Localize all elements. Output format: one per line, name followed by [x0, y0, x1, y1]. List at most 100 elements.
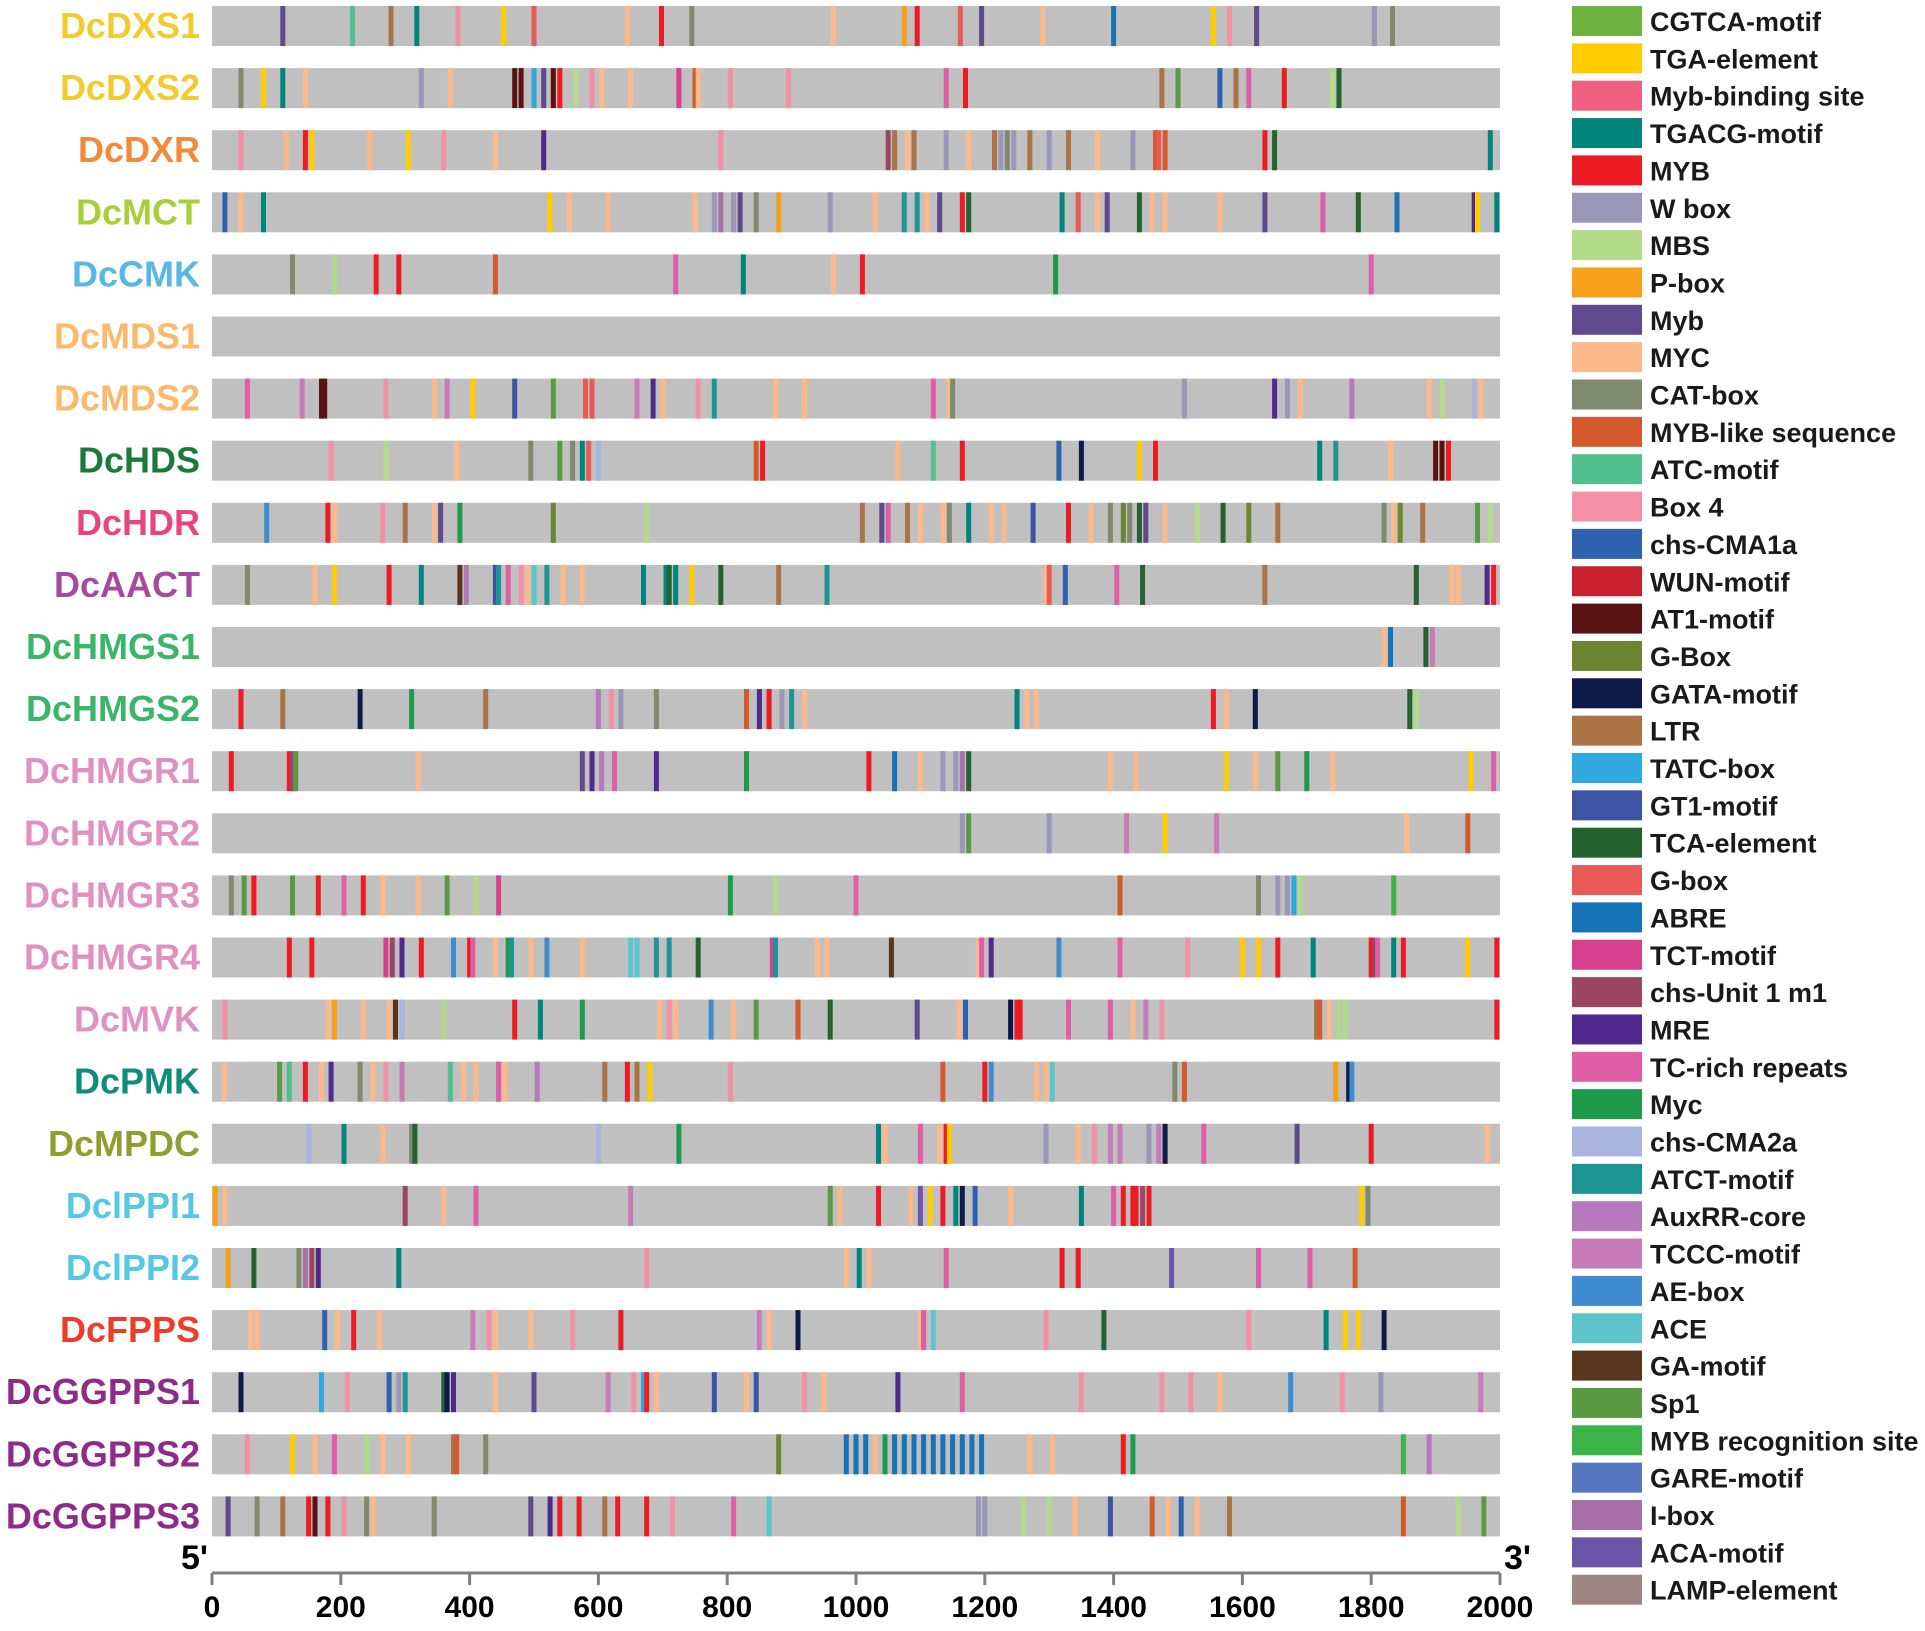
legend-label: CAT-box	[1650, 381, 1759, 411]
cis-element-mark: ABRE	[930, 1434, 936, 1475]
gene-label: DcDXS1	[60, 5, 200, 46]
cis-element-mark: CAT-box	[1390, 6, 1395, 46]
cis-element-mark: Myb	[1254, 6, 1260, 46]
cis-element-mark: chs-Unit 1 m1	[885, 130, 891, 171]
cis-element-mark: MYC	[837, 1185, 843, 1226]
cis-element-mark: MYB	[1446, 440, 1451, 481]
cis-element-mark: W box	[1275, 875, 1281, 916]
cis-element-mark: MYC	[367, 130, 373, 171]
cis-element-mark: AE-box	[544, 937, 550, 978]
cis-element-mark: MYB	[302, 130, 308, 171]
cis-element-mark: MYC	[473, 1061, 479, 1102]
cis-element-mark: ATCT-motif	[496, 564, 502, 605]
cis-element-mark: chs-Unit 1 m1	[389, 937, 395, 978]
cis-element-mark: TCA-element	[666, 564, 672, 605]
cis-element-mark: Box 4	[631, 1372, 637, 1413]
cis-element-mark: ABRE	[843, 1434, 849, 1475]
cis-element-mark: MYC	[966, 130, 972, 171]
cis-element-mark: MYB	[1368, 1123, 1374, 1164]
gene-label: DcDXS2	[60, 67, 200, 108]
cis-element-mark: G-box	[957, 6, 963, 46]
legend-swatch	[1572, 715, 1642, 746]
cis-element-mark: TGACG-motif	[953, 1185, 959, 1226]
cis-element-mark: TC-rich repeats	[1307, 1248, 1313, 1288]
cis-element-mark: MYC	[1217, 1372, 1223, 1413]
gene-promoter-bar	[212, 1496, 1500, 1537]
cis-element-mark: MYC	[660, 378, 666, 419]
legend-label: P-box	[1650, 268, 1725, 298]
gene-row: DcPMKMYCSp1ATC-motifMYBMYCMRECAT-boxMYCB…	[74, 1061, 1500, 1102]
cis-element-mark: chs-Unit 1 m1	[1371, 937, 1377, 978]
cis-element-mark: Myb	[541, 68, 547, 109]
cis-element-mark: ACE	[930, 1310, 936, 1351]
cis-element-mark: ABRE	[979, 1434, 985, 1475]
cis-element-mark: MYB	[309, 937, 315, 978]
gene-row: DcMDS1	[54, 316, 1500, 357]
cis-element-mark: MBS	[1455, 1496, 1461, 1537]
legend-item: G-Box	[1572, 640, 1731, 672]
cis-element-mark: chs-CMA1a	[1062, 564, 1068, 605]
cis-element-mark: MYC	[380, 875, 386, 916]
cis-element-mark: MYC	[1133, 751, 1139, 792]
cis-element-mark: MYC	[1162, 502, 1168, 543]
cis-element-mark: W box	[998, 130, 1004, 171]
cis-element-mark: CAT-box	[1107, 502, 1113, 543]
cis-element-mark: CAT-box	[483, 1434, 489, 1475]
cis-element-mark: MYC	[872, 1434, 878, 1475]
cis-element-mark: MYC	[415, 875, 421, 916]
gene-row: DcMCTchs-CMA1aMYCTGACG-motifTGA-elementM…	[76, 191, 1500, 233]
cis-element-mark: MYC	[1033, 1061, 1039, 1102]
cis-element-mark: MRE	[399, 937, 405, 978]
x-tick-label: 800	[702, 1591, 752, 1624]
cis-element-mark: MYC	[895, 440, 901, 481]
gene-promoter-bar	[212, 68, 1500, 109]
legend-label: TCCC-motif	[1650, 1240, 1801, 1270]
cis-element-mark: TGACG-motif	[1391, 937, 1397, 978]
cis-element-mark: ABRE	[1394, 192, 1400, 233]
cis-element-mark: MYC	[528, 1310, 534, 1351]
cis-element-mark: MYB	[876, 1185, 881, 1226]
cis-element-mark: chs-CMA1a	[1178, 1496, 1184, 1537]
cis-element-mark: MYB-like sequence	[492, 254, 498, 295]
cis-element-mark: Box 4	[1078, 1372, 1084, 1413]
cis-element-mark: TCCC-motif	[1478, 1372, 1484, 1413]
cis-element-mark: MRE	[451, 1372, 456, 1413]
legend-swatch	[1572, 267, 1642, 298]
gene-label: DclPPI1	[66, 1185, 200, 1226]
cis-element-mark: Box 4	[344, 1372, 350, 1413]
legend-label: CGTCA-motif	[1650, 7, 1822, 37]
cis-element-mark: MYC	[908, 1185, 914, 1226]
cis-element-mark: ATCT-motif	[666, 937, 672, 978]
cis-element-mark: Sp1	[550, 378, 556, 419]
legend-label: MYC	[1650, 343, 1710, 373]
cis-element-mark: GT1-motif	[492, 564, 498, 605]
cis-element-mark: ABRE	[901, 1434, 907, 1475]
cis-element-mark: G-box	[589, 378, 595, 419]
legend-item: chs-CMA1a	[1572, 528, 1798, 560]
cis-element-mark: MYC	[1088, 502, 1094, 543]
cis-element-mark: CAT-box	[244, 564, 250, 605]
cis-element-mark: LTR	[1233, 68, 1239, 109]
cis-element-mark: TCA-element	[1413, 564, 1419, 605]
cis-element-mark: TGACG-motif	[1494, 192, 1500, 233]
gene-row: DclPPI1 P-box MYC chs-Unit 1 m1 MYC TC-rich r…	[66, 1185, 1500, 1226]
legend-label: ATC-motif	[1650, 455, 1779, 485]
cis-element-mark: TGACG-motif	[1317, 440, 1323, 481]
cis-element-mark: TCA-element	[412, 1123, 418, 1164]
cis-element-mark: CAT-box	[296, 1248, 302, 1288]
cis-element-mark: MBS	[1439, 378, 1445, 419]
cis-element-mark: GT1-motif	[711, 1372, 717, 1413]
cis-element-mark: P-box	[901, 6, 907, 46]
cis-element-mark: MYC	[917, 751, 923, 792]
cis-element-mark: MYB	[286, 751, 292, 792]
cis-element-mark: AuxRR-core	[599, 751, 605, 792]
legend-label: MRE	[1650, 1015, 1710, 1045]
cis-element-mark: MBS	[364, 1434, 370, 1475]
cis-element-mark: ATCT-motif	[402, 1372, 408, 1413]
cis-element-mark: TGA-element	[470, 378, 476, 419]
cis-element-mark: Sp1	[277, 1061, 283, 1102]
cis-element-mark: GATA-motif	[238, 1372, 244, 1413]
cis-element-mark: TGA-element	[1355, 1310, 1361, 1351]
cis-element-mark: TC-rich repeats	[921, 1310, 927, 1351]
